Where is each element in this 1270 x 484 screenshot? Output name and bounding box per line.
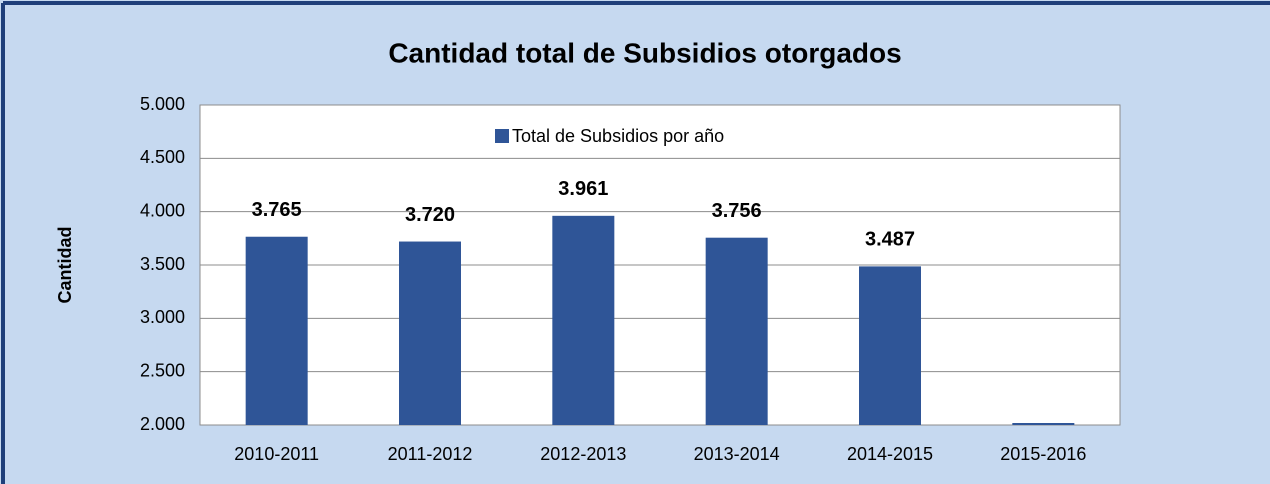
data-label: 3.756 — [712, 200, 762, 222]
bar — [705, 237, 768, 425]
bar — [399, 241, 461, 425]
x-tick-label: 2010-2011 — [234, 444, 319, 464]
bar — [1012, 423, 1075, 425]
legend-swatch — [495, 129, 509, 143]
y-tick-label: 4.500 — [140, 147, 185, 167]
data-label: 3.765 — [252, 199, 302, 221]
x-tick-label: 2015-2016 — [1000, 444, 1086, 464]
y-tick-label: 5.000 — [140, 94, 185, 114]
x-tick-label: 2013-2014 — [694, 444, 780, 464]
y-tick-label: 3.000 — [140, 307, 185, 327]
data-label: 3.961 — [558, 178, 608, 200]
legend-label: Total de Subsidios por año — [512, 126, 724, 146]
x-tick-label: 2011-2012 — [388, 444, 473, 464]
y-tick-label: 2.500 — [140, 360, 185, 380]
data-label: 3.487 — [865, 229, 915, 251]
bar — [859, 266, 921, 425]
y-axis-label: Cantidad — [55, 226, 75, 303]
x-tick-label: 2014-2015 — [847, 444, 933, 464]
bar — [245, 236, 308, 425]
data-label: 3.720 — [405, 204, 455, 226]
y-tick-label: 3.500 — [140, 254, 185, 274]
bar — [552, 215, 615, 425]
chart-title: Cantidad total de Subsidios otorgados — [388, 37, 901, 68]
y-tick-label: 2.000 — [140, 414, 185, 434]
y-tick-label: 4.000 — [140, 200, 185, 220]
x-tick-label: 2012-2013 — [540, 444, 626, 464]
